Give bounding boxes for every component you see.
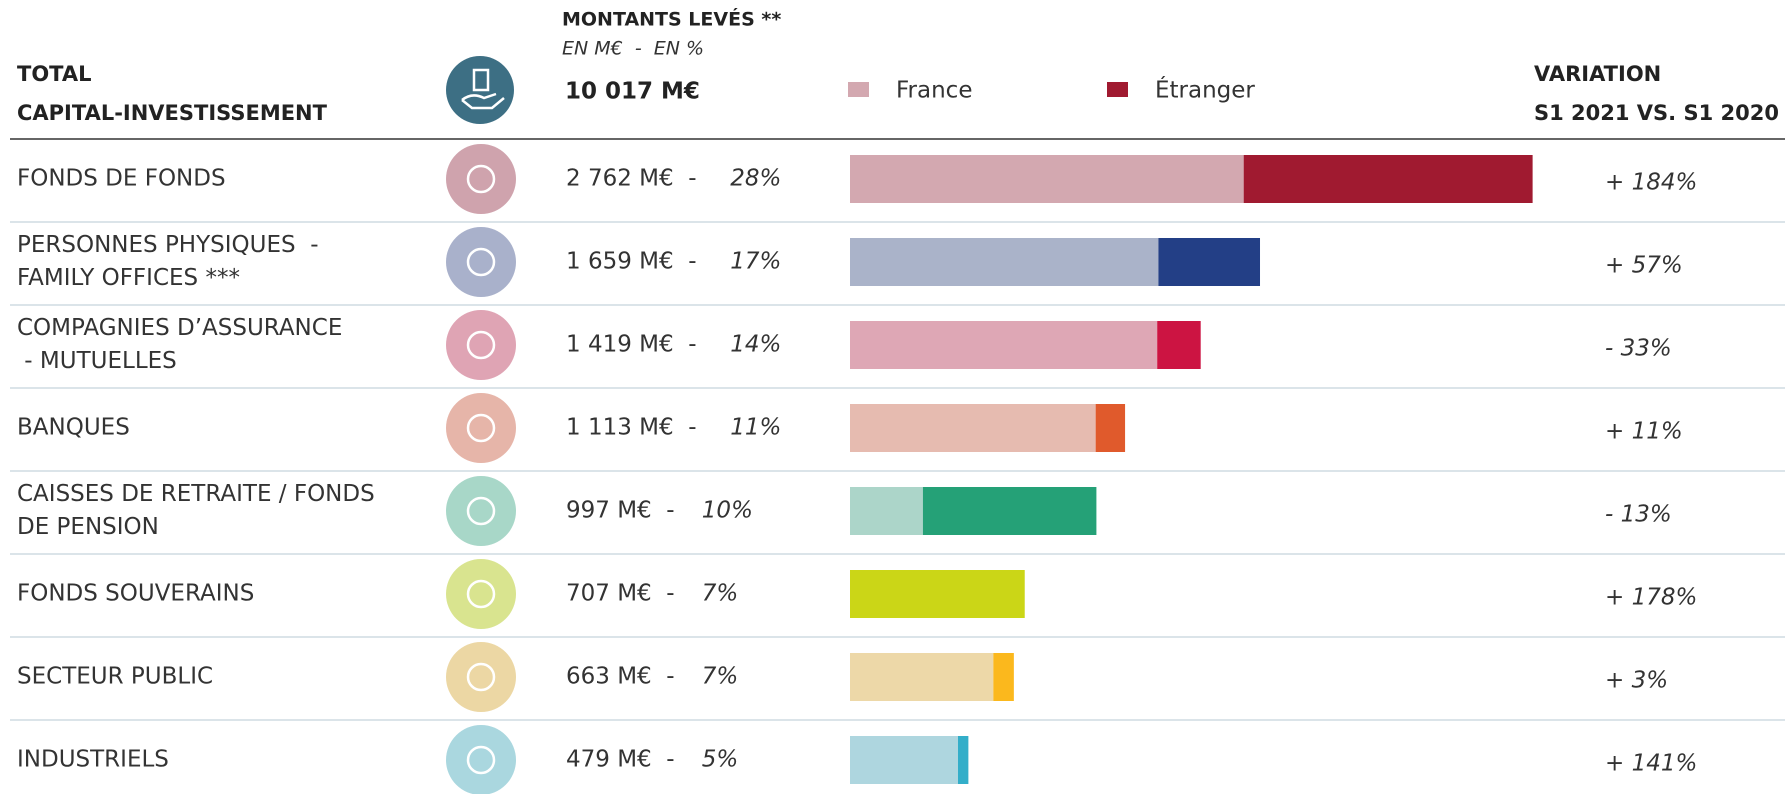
amount: 1 113 M€ - [566, 415, 697, 441]
amount-title: MONTANTS LEVÉS ** [562, 8, 781, 31]
total: 10 017 M€ [565, 79, 700, 105]
row-label: DE PENSION [17, 514, 159, 540]
legend-swatch [848, 82, 869, 97]
row-label: SECTEUR PUBLIC [17, 664, 213, 690]
row-icon [446, 476, 516, 546]
amount: 707 M€ - [566, 581, 675, 607]
amount: 479 M€ - [566, 747, 675, 773]
amount-units: EN M€ - EN % [562, 38, 704, 60]
row-icon [446, 144, 516, 214]
icon-glyph [466, 330, 496, 360]
icon-glyph [461, 92, 505, 110]
variation: + 141% [1605, 751, 1697, 777]
variation: - 13% [1605, 502, 1672, 528]
variation: + 57% [1605, 253, 1683, 279]
row-icon [446, 310, 516, 380]
icon-glyph [466, 413, 496, 443]
icon-glyph [472, 68, 490, 92]
icon-glyph [466, 496, 496, 526]
icon-glyph [466, 247, 496, 277]
legend-label: France [896, 78, 972, 104]
share: 7% [702, 664, 739, 690]
icon-glyph [466, 579, 496, 609]
bar-foreign [1157, 321, 1201, 369]
amount: 2 762 M€ - [566, 166, 697, 192]
row-label: INDUSTRIELS [17, 747, 169, 773]
bar-france [850, 736, 959, 784]
bar-france [850, 155, 1244, 203]
variation: - 33% [1605, 336, 1672, 362]
row-icon [446, 725, 516, 794]
icon-glyph [466, 745, 496, 775]
share: 11% [730, 415, 781, 441]
share: 28% [730, 166, 781, 192]
bar-france [850, 238, 1159, 286]
row-icon [446, 393, 516, 463]
row-label: FONDS DE FONDS [17, 166, 226, 192]
row-label: PERSONNES PHYSIQUES - [17, 232, 319, 258]
bar-france [850, 653, 994, 701]
variation: + 3% [1605, 668, 1668, 694]
amount: 663 M€ - [566, 664, 675, 690]
row-icon [446, 642, 516, 712]
share: 17% [730, 249, 781, 275]
share: 14% [730, 332, 781, 358]
row-label: COMPAGNIES D’ASSURANCE [17, 315, 342, 341]
bar-foreign [1243, 155, 1533, 203]
row-label: BANQUES [17, 415, 130, 441]
row-icon [446, 559, 516, 629]
share: 10% [702, 498, 753, 524]
row-label: - MUTUELLES [17, 348, 177, 374]
amount: 1 419 M€ - [566, 332, 697, 358]
row-label: CAISSES DE RETRAITE / FONDS [17, 481, 375, 507]
amount: 1 659 M€ - [566, 249, 697, 275]
bar-foreign [850, 570, 1025, 618]
bar-foreign [993, 653, 1014, 701]
icon-glyph [466, 662, 496, 692]
header-left: TOTAL [17, 62, 92, 86]
variation: + 11% [1605, 419, 1683, 445]
share: 7% [702, 581, 739, 607]
row-icon [446, 227, 516, 297]
bar-foreign [1095, 404, 1126, 452]
row-label: FONDS SOUVERAINS [17, 581, 254, 607]
variation-header: VARIATION [1534, 62, 1661, 86]
bar-foreign [922, 487, 1097, 535]
variation: + 178% [1605, 585, 1697, 611]
bar-france [850, 321, 1158, 369]
icon-glyph [466, 164, 496, 194]
bar-foreign [958, 736, 969, 784]
bar-france [850, 487, 923, 535]
share: 5% [702, 747, 739, 773]
bar-foreign [1158, 238, 1261, 286]
variation-header: S1 2021 VS. S1 2020 [1534, 101, 1779, 125]
legend-swatch [1107, 82, 1128, 97]
amount: 997 M€ - [566, 498, 675, 524]
bar-france [850, 404, 1096, 452]
legend-label: Étranger [1155, 76, 1255, 104]
variation: + 184% [1605, 170, 1697, 196]
header-left: CAPITAL-INVESTISSEMENT [17, 101, 328, 125]
row-label: FAMILY OFFICES *** [17, 265, 240, 291]
